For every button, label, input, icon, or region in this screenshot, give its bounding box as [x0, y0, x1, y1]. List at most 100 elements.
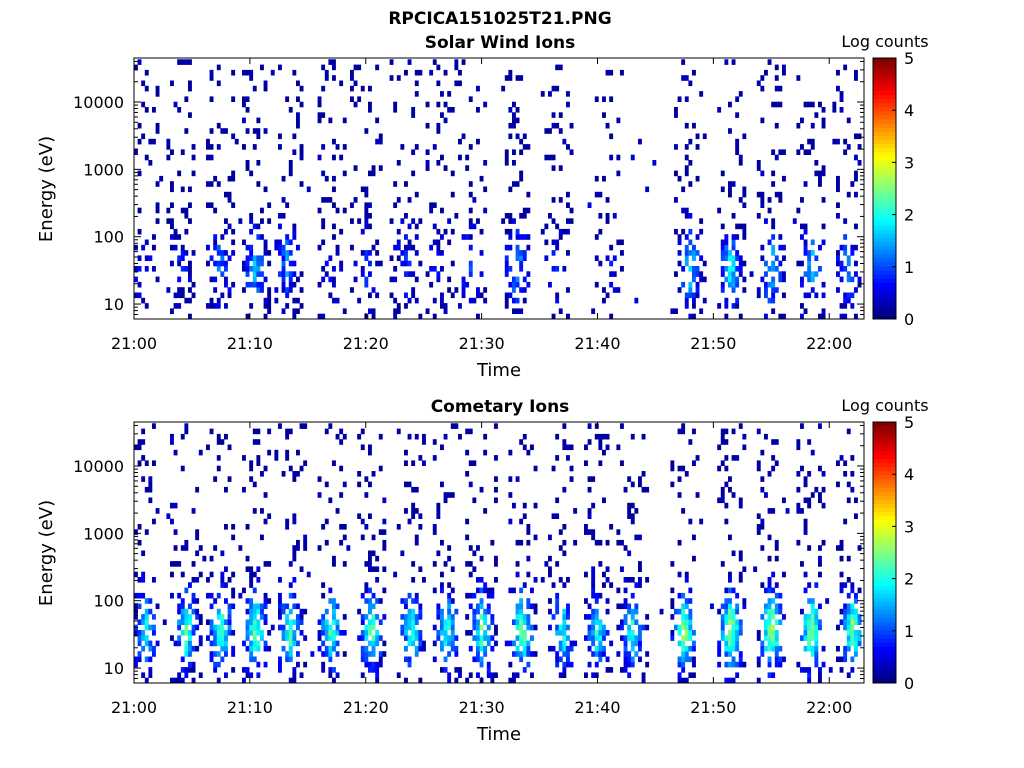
- colorbar-segment: [873, 225, 896, 230]
- spectrogram-cell: [224, 635, 228, 641]
- spectrogram-cell: [418, 566, 423, 572]
- spectrogram-cell: [479, 292, 484, 299]
- spectrogram-cell: [436, 513, 441, 519]
- spectrogram-cell: [515, 181, 520, 187]
- spectrogram-cell: [677, 630, 682, 636]
- spectrogram-cell: [206, 244, 210, 251]
- spectrogram-cell: [594, 191, 599, 198]
- spectrogram-cell: [796, 502, 801, 509]
- spectrogram-cell: [418, 640, 423, 647]
- spectrogram-cell: [166, 218, 171, 224]
- spectrogram-cell: [458, 667, 462, 673]
- spectrogram-cell: [566, 91, 570, 97]
- spectrogram-cell: [375, 566, 380, 572]
- spectrogram-cell: [411, 561, 416, 567]
- spectrogram-cell: [803, 635, 808, 641]
- spectrogram-cell: [717, 661, 722, 668]
- spectrogram-cell: [566, 577, 570, 583]
- spectrogram-cell: [468, 271, 473, 277]
- spectrogram-cell: [476, 656, 480, 663]
- spectrogram-cell: [450, 598, 455, 604]
- spectrogram-cell: [141, 476, 146, 482]
- spectrogram-cell: [645, 651, 650, 657]
- spectrogram-cell: [450, 619, 455, 625]
- spectrogram-cell: [242, 667, 246, 673]
- spectrogram-cell: [483, 651, 488, 657]
- spectrogram-cell: [692, 313, 696, 320]
- spectrogram-cell: [252, 640, 257, 647]
- spectrogram-cell: [854, 133, 858, 140]
- spectrogram-cell: [188, 667, 192, 673]
- spectrogram-cell: [814, 255, 819, 261]
- spectrogram-cell: [447, 608, 452, 615]
- spectrogram-cell: [724, 598, 729, 604]
- spectrogram-cell: [450, 292, 455, 299]
- spectrogram-cell: [836, 85, 840, 92]
- spectrogram-cell: [213, 640, 218, 647]
- spectrogram-cell: [285, 518, 290, 525]
- spectrogram-cell: [249, 614, 254, 620]
- spectrogram-cell: [296, 603, 300, 610]
- spectrogram-cell: [216, 677, 221, 684]
- spectrogram-cell: [562, 444, 567, 451]
- spectrogram-cell: [155, 85, 160, 92]
- spectrogram-cell: [450, 191, 455, 198]
- spectrogram-cell: [468, 545, 473, 551]
- spectrogram-cell: [508, 133, 513, 140]
- spectrogram-cell: [508, 281, 513, 288]
- spectrogram-cell: [548, 571, 552, 578]
- spectrogram-cell: [360, 672, 365, 678]
- spectrogram-cell: [684, 154, 689, 161]
- spectrogram-cell: [188, 661, 192, 668]
- spectrogram-cell: [432, 640, 437, 647]
- spectrogram-cell: [587, 603, 592, 610]
- spectrogram-cell: [393, 101, 398, 108]
- spectrogram-cell: [533, 465, 538, 472]
- spectrogram-cell: [850, 471, 855, 477]
- spectrogram-cell: [231, 603, 236, 610]
- spectrogram-cell: [810, 144, 815, 150]
- spectrogram-cell: [188, 582, 192, 588]
- spectrogram-cell: [807, 630, 812, 636]
- spectrogram-cell: [605, 218, 610, 224]
- colorbar-segment: [873, 454, 896, 460]
- spectrogram-cell: [684, 165, 689, 171]
- spectrogram-cell: [450, 624, 455, 631]
- colorbar-segment: [873, 306, 896, 312]
- spectrogram-cell: [155, 603, 160, 610]
- spectrogram-cell: [695, 133, 700, 140]
- spectrogram-cell: [418, 645, 423, 652]
- spectrogram-cell: [224, 566, 228, 572]
- spectrogram-cell: [634, 640, 639, 647]
- spectrogram-cell: [594, 672, 599, 678]
- spectrogram-cell: [371, 550, 376, 557]
- spectrogram-cell: [321, 239, 326, 246]
- spectrogram-cell: [375, 250, 380, 256]
- spectrogram-cell: [494, 672, 498, 678]
- spectrogram-cell: [166, 144, 171, 150]
- spectrogram-cell: [774, 64, 779, 71]
- spectrogram-cell: [209, 303, 214, 309]
- spectrogram-cell: [389, 292, 394, 299]
- spectrogram-cell: [609, 281, 614, 288]
- spectrogram-cell: [846, 640, 851, 647]
- spectrogram-cell: [332, 234, 336, 240]
- spectrogram-cell: [357, 297, 362, 304]
- spectrogram-cell: [807, 624, 812, 631]
- spectrogram-cell: [422, 640, 426, 647]
- spectrogram-cell: [436, 271, 441, 277]
- spectrogram-cell: [458, 138, 462, 145]
- spectrogram-cell: [357, 64, 362, 71]
- spectrogram-cell: [220, 656, 225, 663]
- spectrogram-cell: [137, 630, 142, 636]
- spectrogram-cell: [274, 297, 279, 304]
- spectrogram-cell: [141, 244, 146, 251]
- spectrogram-cell: [404, 260, 408, 267]
- colorbar-segment: [873, 605, 896, 610]
- spectrogram-cell: [209, 297, 214, 304]
- spectrogram-cell: [843, 138, 848, 145]
- spectrogram-cell: [220, 635, 225, 641]
- spectrogram-cell: [364, 635, 369, 641]
- spectrogram-cell: [404, 656, 408, 663]
- spectrogram-cell: [767, 608, 772, 615]
